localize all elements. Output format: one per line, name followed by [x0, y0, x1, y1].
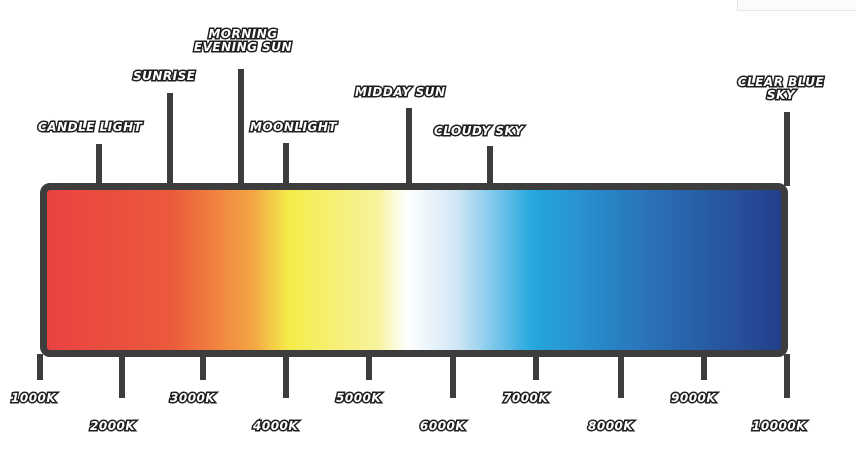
- scale-tick-4000k: [283, 354, 289, 398]
- scale-label-7000k: 7000K: [501, 390, 549, 406]
- source-label-sunrise: SUNRISE: [131, 68, 196, 84]
- source-tick-clear-blue-sky: [784, 112, 790, 186]
- source-label-clear-blue-sky: CLEAR BLUE SKY: [725, 74, 837, 103]
- scale-tick-1000k: [37, 354, 43, 380]
- scale-label-1000k: 1000K: [9, 390, 57, 406]
- scale-tick-3000k: [200, 354, 206, 380]
- scale-tick-6000k: [450, 354, 456, 398]
- source-tick-morning-evening-sun: [238, 69, 244, 186]
- scale-label-9000k: 9000K: [669, 390, 717, 406]
- scale-tick-5000k: [366, 354, 372, 380]
- source-tick-sunrise: [167, 93, 173, 186]
- scale-label-3000k: 3000K: [168, 390, 216, 406]
- corner-frame: [737, 0, 856, 11]
- source-label-moonlight: MOONLIGHT: [248, 119, 338, 135]
- source-tick-moonlight: [283, 143, 289, 186]
- source-tick-midday-sun: [406, 108, 412, 186]
- scale-tick-2000k: [119, 354, 125, 398]
- source-tick-cloudy-sky: [487, 146, 493, 186]
- scale-label-2000k: 2000K: [88, 418, 136, 434]
- color-temperature-gradient-bar: [40, 183, 788, 357]
- source-tick-candle-light: [96, 144, 102, 186]
- source-label-morning-evening-sun: MORNING EVENING SUN: [183, 26, 303, 55]
- scale-tick-9000k: [701, 354, 707, 380]
- scale-label-4000k: 4000K: [251, 418, 299, 434]
- source-label-cloudy-sky: CLOUDY SKY: [433, 123, 525, 139]
- scale-label-6000k: 6000K: [418, 418, 466, 434]
- scale-label-10000k: 10000K: [750, 418, 807, 434]
- source-label-morning-evening-sun-text: MORNING EVENING SUN: [192, 26, 293, 55]
- source-label-clear-blue-sky-text: CLEAR BLUE SKY: [736, 74, 825, 103]
- scale-tick-7000k: [533, 354, 539, 380]
- source-label-midday-sun: MIDDAY SUN: [354, 84, 447, 100]
- scale-tick-10000k: [784, 354, 790, 398]
- scale-tick-8000k: [618, 354, 624, 398]
- scale-label-5000k: 5000K: [334, 390, 382, 406]
- source-label-candle-light: CANDLE LIGHT: [36, 119, 143, 135]
- scale-label-8000k: 8000K: [586, 418, 634, 434]
